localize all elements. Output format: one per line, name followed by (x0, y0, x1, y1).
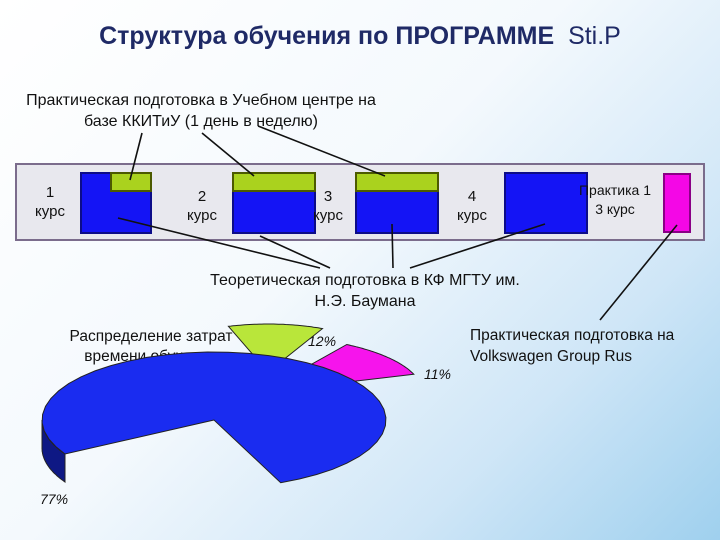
connector-theory-year2 (259, 235, 331, 269)
pie-label-77: 77% (40, 491, 69, 507)
year-3-label: 3 курс (303, 187, 353, 225)
connector-vw (599, 224, 678, 321)
year-1-word: курс (35, 203, 65, 220)
pie-slice-77 (41, 351, 387, 484)
year-4-number: 4 (467, 188, 477, 205)
year-2-practice-block (232, 172, 316, 192)
title-accent: Sti.P (568, 22, 621, 50)
pie-chart (41, 323, 415, 484)
year-4-word: курс (457, 207, 487, 224)
theoretical-training-label: Теоретическая подготовка в КФ МГТУ им. Н… (210, 272, 520, 310)
practice-1-label: Практика 1 3 курс (565, 181, 665, 219)
year-2-label: 2 курс (167, 187, 237, 225)
practice-1-line1: Практика 1 (578, 182, 652, 198)
title-main: Структура обучения по ПРОГРАММЕ (99, 22, 555, 50)
connector-theory-year4 (409, 223, 546, 269)
year-4-label: 4 курс (437, 187, 507, 225)
pie-label-12: 12% (308, 333, 337, 349)
year-2-word: курс (187, 207, 217, 224)
year-4-theory-block (504, 172, 588, 234)
year-1-number: 1 (45, 184, 55, 201)
year-2-number: 2 (197, 188, 207, 205)
pie-label-11: 11% (424, 366, 451, 382)
connector-practical-year2 (201, 132, 255, 177)
vw-practice-block (663, 173, 691, 233)
connector-theory-year3 (391, 223, 394, 269)
page-title: Структура обучения по ПРОГРАММЕ Sti.P (0, 22, 720, 51)
year-3-practice-block (355, 172, 439, 192)
year-1-label: 1 курс (23, 183, 77, 221)
practice-1-line2: 3 курс (595, 201, 635, 217)
vw-training-label: Практическая подготовка на Volkswagen Gr… (470, 327, 675, 365)
year-3-number: 3 (323, 188, 333, 205)
years-band: 1 курс 2 курс 3 курс 4 курс Практика 1 3… (15, 163, 705, 241)
year-3-word: курс (313, 207, 343, 224)
connector-theory-year1 (117, 217, 321, 269)
connector-practical-year1 (129, 132, 143, 181)
connector-practical-year3 (257, 125, 386, 177)
pie-slice-12 (227, 323, 324, 373)
